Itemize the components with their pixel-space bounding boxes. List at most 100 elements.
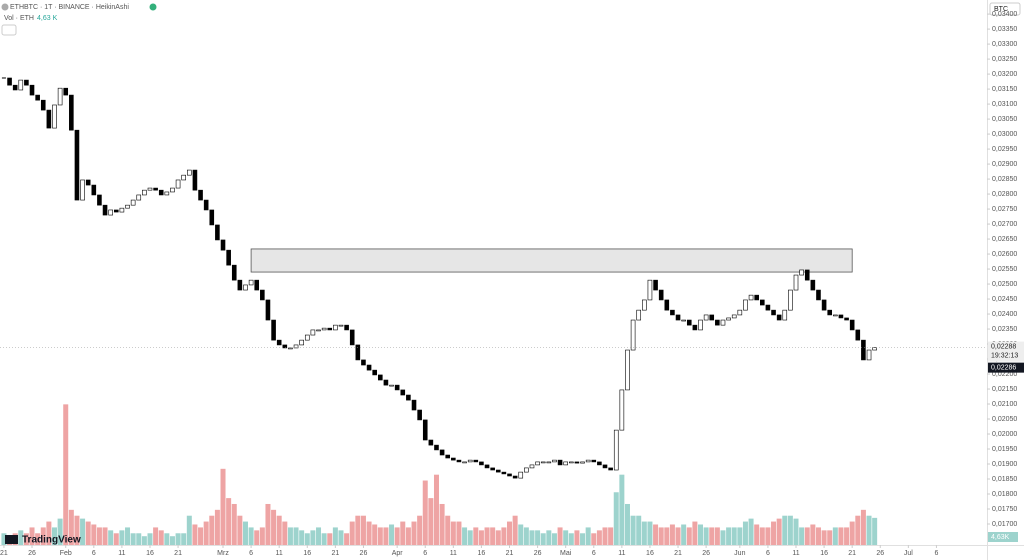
candle-body xyxy=(630,319,636,351)
y-tick-label: 0,02950 xyxy=(992,146,1017,153)
volume-bar xyxy=(686,527,692,545)
volume-bar xyxy=(523,527,529,545)
candle-body xyxy=(546,461,552,464)
currency-button[interactable] xyxy=(989,2,1021,16)
candle-body xyxy=(715,319,720,326)
volume-bar xyxy=(57,518,63,545)
candle-body xyxy=(24,79,29,86)
volume-bar xyxy=(389,524,395,545)
candle-body xyxy=(203,199,209,211)
volume-bar xyxy=(220,468,226,545)
volume-bar xyxy=(759,527,765,545)
candle-body xyxy=(866,349,872,361)
candle-body xyxy=(585,459,591,463)
symbol: ETHBTC · 1T · BINANCE · HeikinAshi xyxy=(10,4,129,11)
candle-body xyxy=(838,314,844,319)
volume-bar xyxy=(417,515,423,545)
candle-body xyxy=(540,461,546,464)
y-tick-label: 0,02650 xyxy=(992,236,1017,243)
y-tick-label: 0,02400 xyxy=(992,311,1017,318)
collapse-button[interactable] xyxy=(1,24,17,36)
x-tick-label: Feb xyxy=(60,550,72,557)
volume-bar xyxy=(450,521,456,545)
price-label: 0,02286 xyxy=(991,364,1016,371)
candle-body xyxy=(85,179,91,186)
volume-bar xyxy=(439,503,445,545)
volume-bar xyxy=(608,527,614,545)
candle-body xyxy=(602,464,608,469)
candle-body xyxy=(608,467,613,471)
candle-body xyxy=(136,194,142,201)
y-tick-label: 0,02150 xyxy=(992,386,1017,393)
volume-bar xyxy=(462,527,468,545)
volume-bar xyxy=(737,527,743,545)
y-tick-label: 0,03250 xyxy=(992,56,1017,63)
volume-bar xyxy=(776,518,782,545)
candle-body xyxy=(434,444,439,451)
candle-body xyxy=(91,184,97,196)
volume-bar xyxy=(630,515,636,545)
candle-body xyxy=(35,94,40,101)
countdown: 19:32:13 xyxy=(991,352,1018,359)
candle-body xyxy=(7,77,12,86)
candle-body xyxy=(406,394,411,401)
candle-body xyxy=(125,204,130,209)
candle-body xyxy=(361,359,366,366)
candle-body xyxy=(703,314,709,321)
volume-bar xyxy=(484,527,490,545)
volume-bar xyxy=(518,524,524,545)
volume-bar xyxy=(265,503,271,545)
candle-body xyxy=(383,379,389,386)
volume-axis-label: 4,63K xyxy=(991,534,1010,541)
volume-bar xyxy=(355,515,361,545)
volume-bar xyxy=(855,515,861,545)
candle-body xyxy=(355,344,361,361)
candle-body xyxy=(816,289,821,301)
currency: BTC xyxy=(994,6,1008,13)
candle-body xyxy=(327,327,333,331)
x-tick-label: 6 xyxy=(592,550,596,557)
volume-bar xyxy=(209,515,215,545)
volume-bar xyxy=(866,515,872,545)
candle-body xyxy=(563,461,568,466)
volume-bar xyxy=(125,527,131,545)
candle-body xyxy=(187,169,192,176)
volume-bar xyxy=(495,530,501,545)
x-tick-label: 21 xyxy=(506,550,514,557)
candle-body xyxy=(512,475,518,479)
volume-bar xyxy=(411,521,417,545)
volume-bar xyxy=(669,524,675,545)
x-tick-label: 11 xyxy=(118,550,125,557)
volume-bar xyxy=(203,521,209,545)
candle-body xyxy=(310,329,316,336)
y-tick-label: 0,01800 xyxy=(992,491,1017,498)
candle-body xyxy=(507,473,512,477)
candle-body xyxy=(799,269,804,276)
x-tick-label: 6 xyxy=(92,550,96,557)
candle-body xyxy=(664,299,670,311)
volume-bar xyxy=(1,533,7,545)
volume-bar xyxy=(293,527,299,545)
y-tick-label: 0,01950 xyxy=(992,446,1017,453)
volume-bar xyxy=(512,515,518,545)
volume-bar xyxy=(765,527,771,545)
x-tick-label: 21 xyxy=(174,550,182,557)
candle-body xyxy=(557,459,563,466)
volume-bar xyxy=(405,527,411,545)
candle-body xyxy=(119,207,125,213)
candle-body xyxy=(164,191,170,196)
x-tick-label: 11 xyxy=(792,550,799,557)
volume-bar xyxy=(456,521,462,545)
volume-bar xyxy=(136,533,142,545)
volume-bar xyxy=(681,524,687,545)
x-tick-label: 21 xyxy=(674,550,682,557)
volume-bar xyxy=(63,404,69,545)
volume-bar xyxy=(327,533,333,545)
volume-bar xyxy=(540,533,546,545)
y-tick-label: 0,02550 xyxy=(992,266,1017,273)
candle-body xyxy=(321,327,327,331)
volume-bar xyxy=(641,521,647,545)
candle-body xyxy=(619,389,625,431)
candle-body xyxy=(248,279,254,286)
candle-body xyxy=(833,314,838,317)
